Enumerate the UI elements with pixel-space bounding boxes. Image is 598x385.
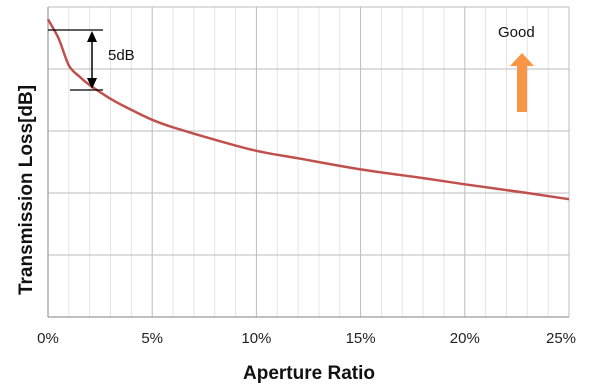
delta-annotation: 5dB <box>48 29 135 91</box>
x-tick-label: 25% <box>546 330 576 347</box>
grid <box>47 6 570 318</box>
y-axis-title: Transmission Loss[dB] <box>16 85 37 295</box>
delta-arrow-down-icon <box>87 78 97 89</box>
x-axis-title: Aperture Ratio <box>243 363 375 384</box>
x-tick-label: 10% <box>241 330 271 347</box>
x-tick-label: 20% <box>450 330 480 347</box>
delta-label: 5dB <box>108 47 135 64</box>
x-tick-label: 0% <box>37 330 59 347</box>
delta-arrow-up-icon <box>87 31 97 42</box>
good-annotation: Good <box>498 24 535 112</box>
x-tick-label: 5% <box>141 330 163 347</box>
transmission-loss-line <box>46 18 570 201</box>
good-arrow-up-icon <box>510 53 534 112</box>
good-label: Good <box>498 24 535 41</box>
x-tick-labels: 0% 5% 10% 15% 20% 25% <box>37 330 576 347</box>
x-tick-label: 15% <box>346 330 376 347</box>
